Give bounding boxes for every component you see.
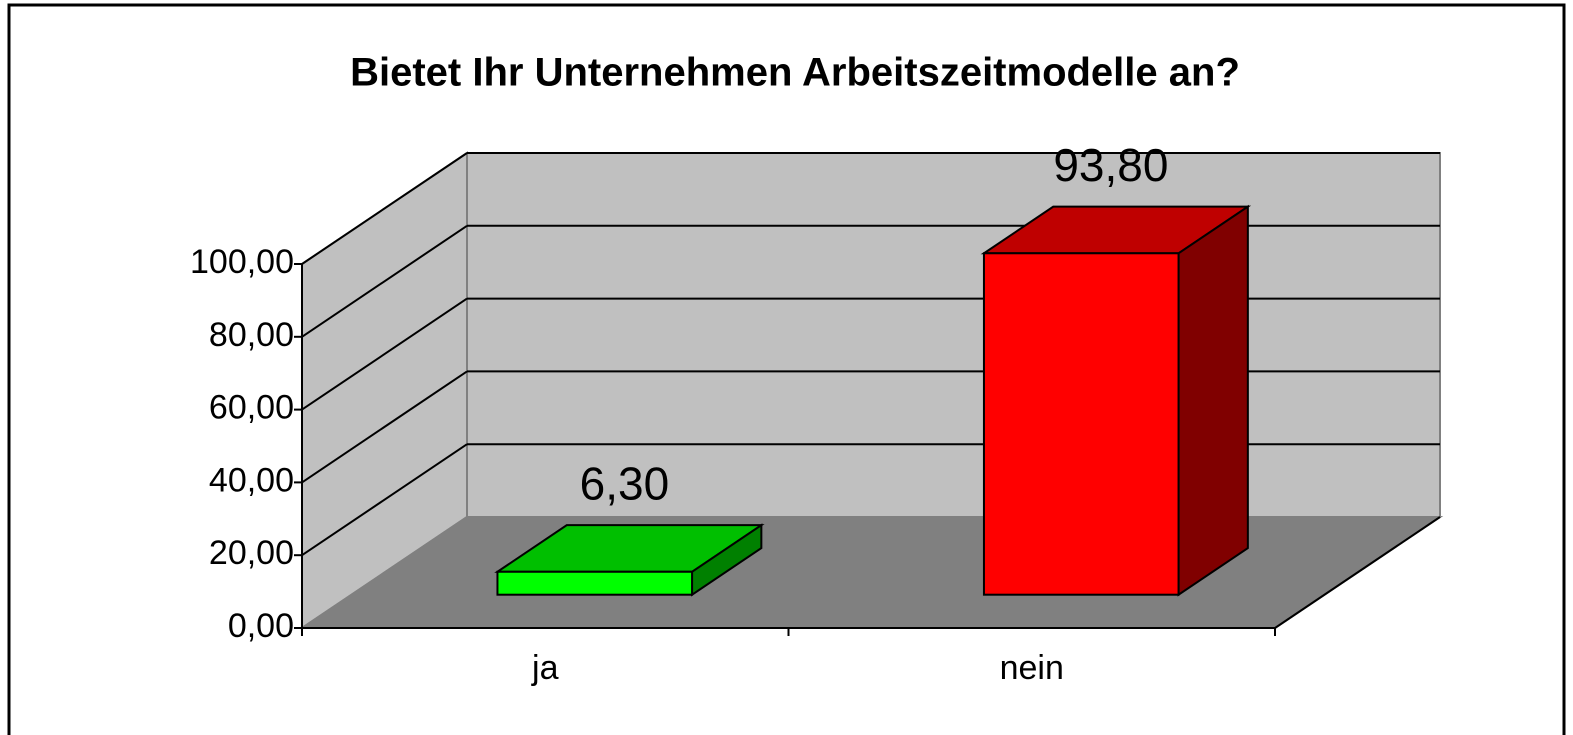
y-tick-label: 80,00 [209,316,294,354]
x-tick-label: ja [531,649,559,687]
bar-side [1177,204,1249,597]
y-tick-label: 100,00 [190,243,294,281]
y-tick-label: 0,00 [228,607,294,645]
y-tick-label: 20,00 [209,534,294,572]
value-label: 93,80 [1053,139,1168,191]
bar [496,570,694,596]
floor [298,516,1444,629]
grid-line [301,370,468,484]
chart-title: Bietet Ihr Unternehmen Arbeitszeitmodell… [350,51,1240,95]
x-tick-label: nein [1000,649,1064,687]
grid-line [301,297,468,411]
grid-line [301,224,468,338]
value-label: 6,30 [580,457,670,509]
grid-line [301,443,468,557]
y-tick-label: 60,00 [209,389,294,427]
y-tick-label: 40,00 [209,461,294,499]
grid-line [301,152,468,265]
floor-edge [1274,516,1441,629]
bar [982,252,1180,596]
